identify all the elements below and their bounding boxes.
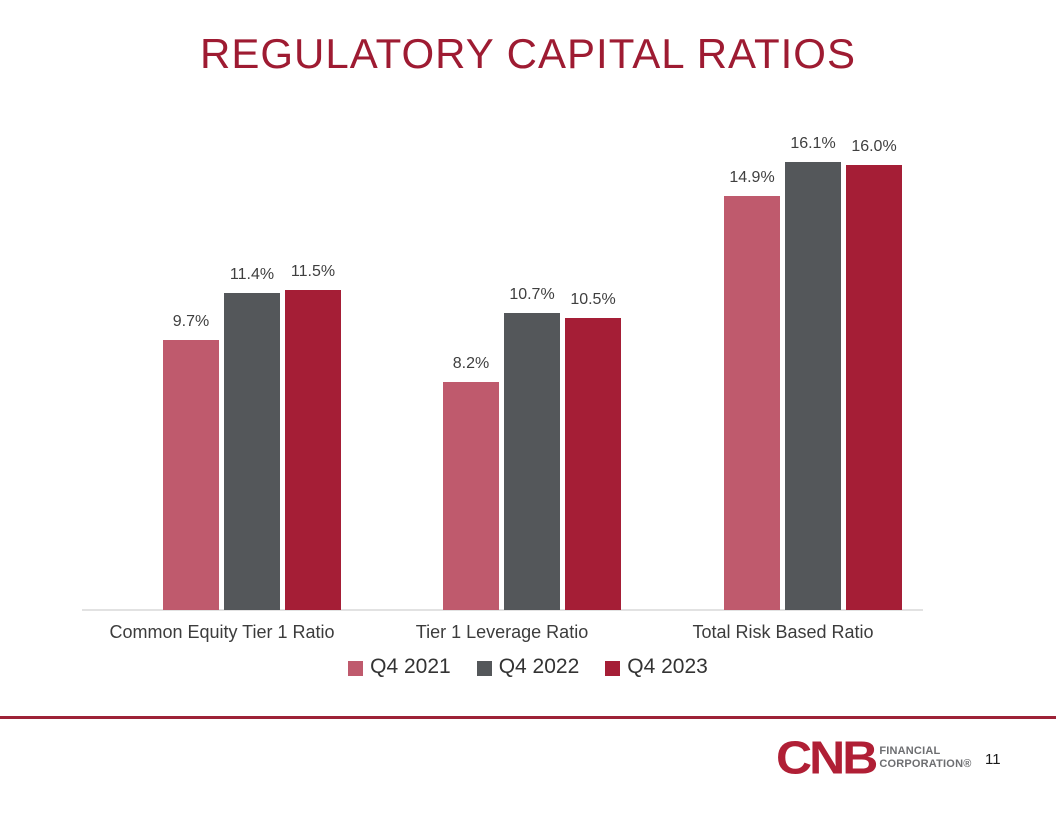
- legend-label-q4-2021: Q4 2021: [370, 655, 451, 678]
- page-number: 11: [985, 751, 1001, 768]
- category-label-tier-1-leverage-ratio: Tier 1 Leverage Ratio: [415, 622, 589, 642]
- data-label-q4-2022-common-equity-tier-1-ratio: 11.4%: [229, 266, 275, 284]
- bar-q4-2023-tier-1-leverage-ratio: [565, 318, 621, 610]
- data-label-q4-2022-total-risk-based-ratio: 16.1%: [790, 135, 836, 153]
- chart-legend: Q4 2021 Q4 2022 Q4 2023: [0, 655, 1056, 679]
- data-label-q4-2023-common-equity-tier-1-ratio: 11.5%: [290, 263, 336, 281]
- bar-q4-2022-total-risk-based-ratio: [785, 162, 841, 610]
- legend-label-q4-2022: Q4 2022: [498, 655, 580, 678]
- x-axis-line: [82, 609, 923, 611]
- bar-q4-2021-total-risk-based-ratio: [724, 195, 780, 610]
- bar-chart: 9.7% 11.4% 11.5% Common Equity Tier 1 Ratio…: [82, 100, 923, 642]
- cnb-logo: CNB FINANCIAL CORPORATION®: [776, 732, 972, 784]
- legend-swatch-q4-2021: [348, 660, 364, 676]
- legend-item-q4-2023: Q4 2023: [605, 655, 708, 679]
- data-label-q4-2022-tier-1-leverage-ratio: 10.7%: [509, 285, 555, 303]
- footer-accent-line: [0, 716, 1056, 719]
- bar-q4-2023-common-equity-tier-1-ratio: [285, 290, 341, 610]
- cnb-logo-brand: CNB: [776, 732, 878, 784]
- legend-swatch-q4-2022: [476, 660, 492, 676]
- category-label-common-equity-tier-1-ratio: Common Equity Tier 1 Ratio: [109, 622, 335, 642]
- data-label-q4-2021-tier-1-leverage-ratio: 8.2%: [452, 355, 490, 373]
- bar-q4-2021-tier-1-leverage-ratio: [443, 382, 499, 610]
- bar-q4-2022-tier-1-leverage-ratio: [504, 312, 560, 610]
- legend-label-q4-2023: Q4 2023: [627, 655, 708, 678]
- legend-item-q4-2022: Q4 2022: [476, 655, 580, 679]
- legend-item-q4-2021: Q4 2021: [348, 655, 451, 679]
- category-label-total-risk-based-ratio: Total Risk Based Ratio: [692, 622, 874, 642]
- legend-swatch-q4-2023: [605, 660, 621, 676]
- cnb-logo-text: FINANCIAL CORPORATION®: [879, 745, 971, 771]
- bar-q4-2023-total-risk-based-ratio: [846, 165, 902, 610]
- data-label-q4-2021-common-equity-tier-1-ratio: 9.7%: [172, 313, 210, 331]
- bar-q4-2021-common-equity-tier-1-ratio: [163, 340, 219, 610]
- bar-q4-2022-common-equity-tier-1-ratio: [224, 293, 280, 610]
- cnb-logo-line2: CORPORATION®: [879, 758, 972, 770]
- data-label-q4-2023-total-risk-based-ratio: 16.0%: [851, 138, 897, 156]
- slide-title: REGULATORY CAPITAL RATIOS: [200, 30, 856, 77]
- cnb-logo-line1: FINANCIAL: [879, 744, 941, 757]
- data-label-q4-2023-tier-1-leverage-ratio: 10.5%: [570, 291, 616, 309]
- data-label-q4-2021-total-risk-based-ratio: 14.9%: [729, 168, 775, 186]
